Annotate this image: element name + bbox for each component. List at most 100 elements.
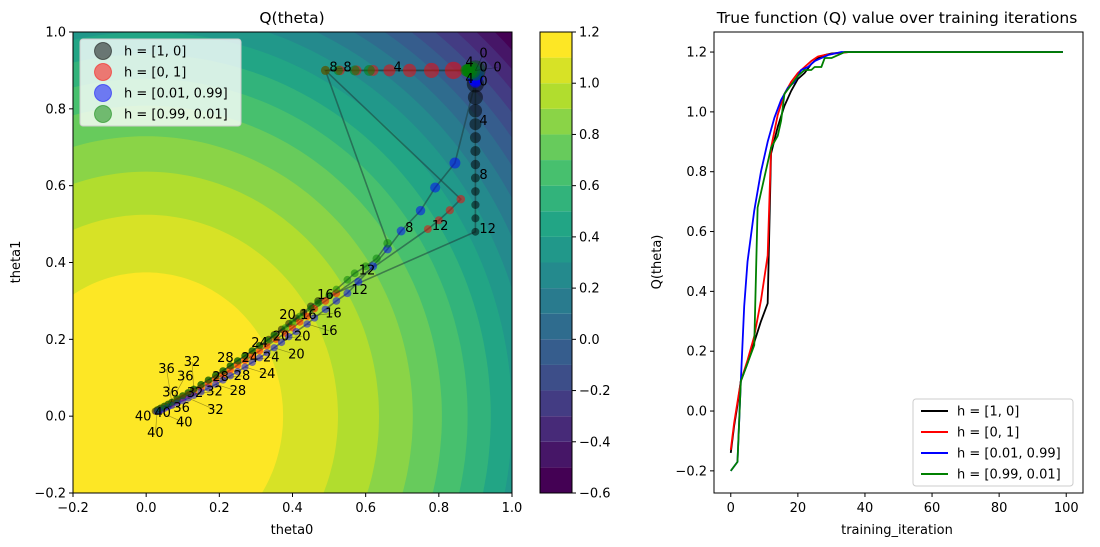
trajectory-point (361, 262, 370, 271)
colorbar-band (540, 262, 572, 289)
trajectory-point (270, 344, 278, 352)
trajectory-point (469, 132, 481, 144)
label-leader-line (157, 410, 185, 423)
iteration-label: 0 (479, 46, 487, 61)
iteration-label: 32 (187, 386, 204, 401)
trajectory-point (270, 331, 278, 340)
right-legend: h = [1, 0] h = [0, 1] h = [0.01, 0.99] h = … (912, 398, 1074, 487)
trajectory-point (321, 297, 330, 305)
series-line (730, 51, 1063, 472)
label-leader-line (325, 67, 348, 71)
iteration-label: 32 (207, 403, 224, 418)
iteration-labels: 0481216202428323640048121620242832364004… (135, 46, 502, 440)
right-y-axis-label: Q(theta) (650, 235, 665, 290)
y-tick-label: −0.2 (34, 487, 66, 502)
trajectory-point (354, 277, 363, 286)
iteration-label: 36 (173, 401, 190, 416)
trajectory-point (333, 65, 343, 76)
label-leader-line (244, 366, 268, 375)
x-tick-label: 100 (1054, 501, 1079, 516)
y-tick-label: −0.2 (675, 464, 707, 479)
iteration-label: 16 (317, 288, 334, 303)
trajectory-point (434, 216, 443, 225)
iteration-label: 16 (321, 324, 338, 339)
trajectory-point (445, 206, 454, 215)
trajectory-point (469, 118, 482, 131)
trajectory-point (332, 297, 341, 305)
trajectory-point (325, 291, 333, 299)
iteration-label: 8 (405, 221, 413, 236)
trajectory-point (471, 227, 480, 236)
label-leader-line (244, 357, 272, 361)
trajectory-point (430, 182, 441, 193)
iteration-label: 28 (217, 351, 234, 366)
left-y-axis-label: theta1 (9, 241, 24, 284)
y-tick-label: 1.0 (686, 105, 707, 120)
right-chart-title: True function (Q) value over training it… (716, 9, 1078, 27)
colorbar-band (540, 467, 572, 493)
trajectory-point (255, 342, 264, 350)
trajectory-point (310, 314, 319, 322)
iteration-label: 40 (176, 416, 193, 431)
legend-marker (94, 84, 112, 102)
trajectory-point (470, 159, 481, 170)
left-x-axis-label: theta0 (271, 523, 314, 538)
trajectory-point (292, 327, 300, 336)
x-tick-label: 0.8 (428, 501, 449, 516)
trajectory-point (204, 384, 212, 392)
trajectory-point (248, 352, 256, 360)
y-tick-label: 0.4 (45, 256, 66, 271)
trajectory-point (383, 64, 396, 77)
iteration-label: 4 (465, 72, 473, 87)
label-leader-line (215, 383, 238, 392)
trajectory-point (343, 275, 352, 284)
colorbar-band (540, 441, 572, 468)
x-tick-label: 80 (991, 501, 1008, 516)
colorbar-tick-label: 0.6 (579, 179, 600, 194)
trajectory-point (248, 347, 256, 355)
iteration-label: 32 (206, 385, 223, 400)
iteration-label: 8 (479, 168, 487, 183)
contour-plot (73, 32, 512, 494)
trajectory-point (296, 318, 304, 326)
iteration-label: 24 (251, 336, 268, 351)
y-tick-label: 0.8 (45, 102, 66, 117)
trajectory-point (219, 376, 227, 384)
trajectory-point (467, 89, 483, 105)
trajectory-point (449, 157, 461, 169)
y-tick-label: 1.2 (686, 46, 707, 61)
trajectory-point (173, 395, 181, 403)
iteration-label: 36 (158, 362, 175, 377)
colorbar-band (540, 32, 572, 58)
trajectory-point (372, 254, 381, 263)
colorbar-band (540, 211, 572, 237)
trajectory-point (321, 305, 330, 314)
left-chart-title: Q(theta) (259, 9, 324, 27)
colorbar-band (540, 288, 572, 314)
iteration-label: 12 (359, 263, 376, 278)
colorbar-band (540, 108, 572, 135)
trajectory-point (255, 354, 264, 362)
trajectory-point (468, 104, 483, 118)
trajectory-point (241, 363, 249, 371)
iteration-label: 16 (300, 308, 317, 323)
x-tick-label: 0.6 (355, 501, 376, 516)
colorbar-tick-label: 0.4 (579, 230, 600, 245)
trajectory-point (277, 338, 286, 347)
trajectory-point (179, 397, 187, 405)
colorbar-tick-label: 0.2 (579, 282, 600, 297)
iteration-label: 4 (465, 55, 473, 70)
label-leader-line (191, 362, 195, 390)
trajectory-point (396, 226, 406, 236)
iteration-label: 40 (135, 410, 152, 425)
trajectory-point (368, 262, 378, 271)
iteration-label: 40 (154, 406, 171, 421)
trajectory-point (184, 389, 192, 397)
trajectory-point (197, 381, 205, 389)
series-line (730, 51, 1063, 472)
iteration-label: 36 (177, 369, 194, 384)
legend-label: h = [0.01, 0.99] (124, 87, 228, 102)
trajectory-point (320, 65, 330, 75)
colorbar-frame (539, 31, 573, 494)
label-leader-line (275, 335, 303, 340)
